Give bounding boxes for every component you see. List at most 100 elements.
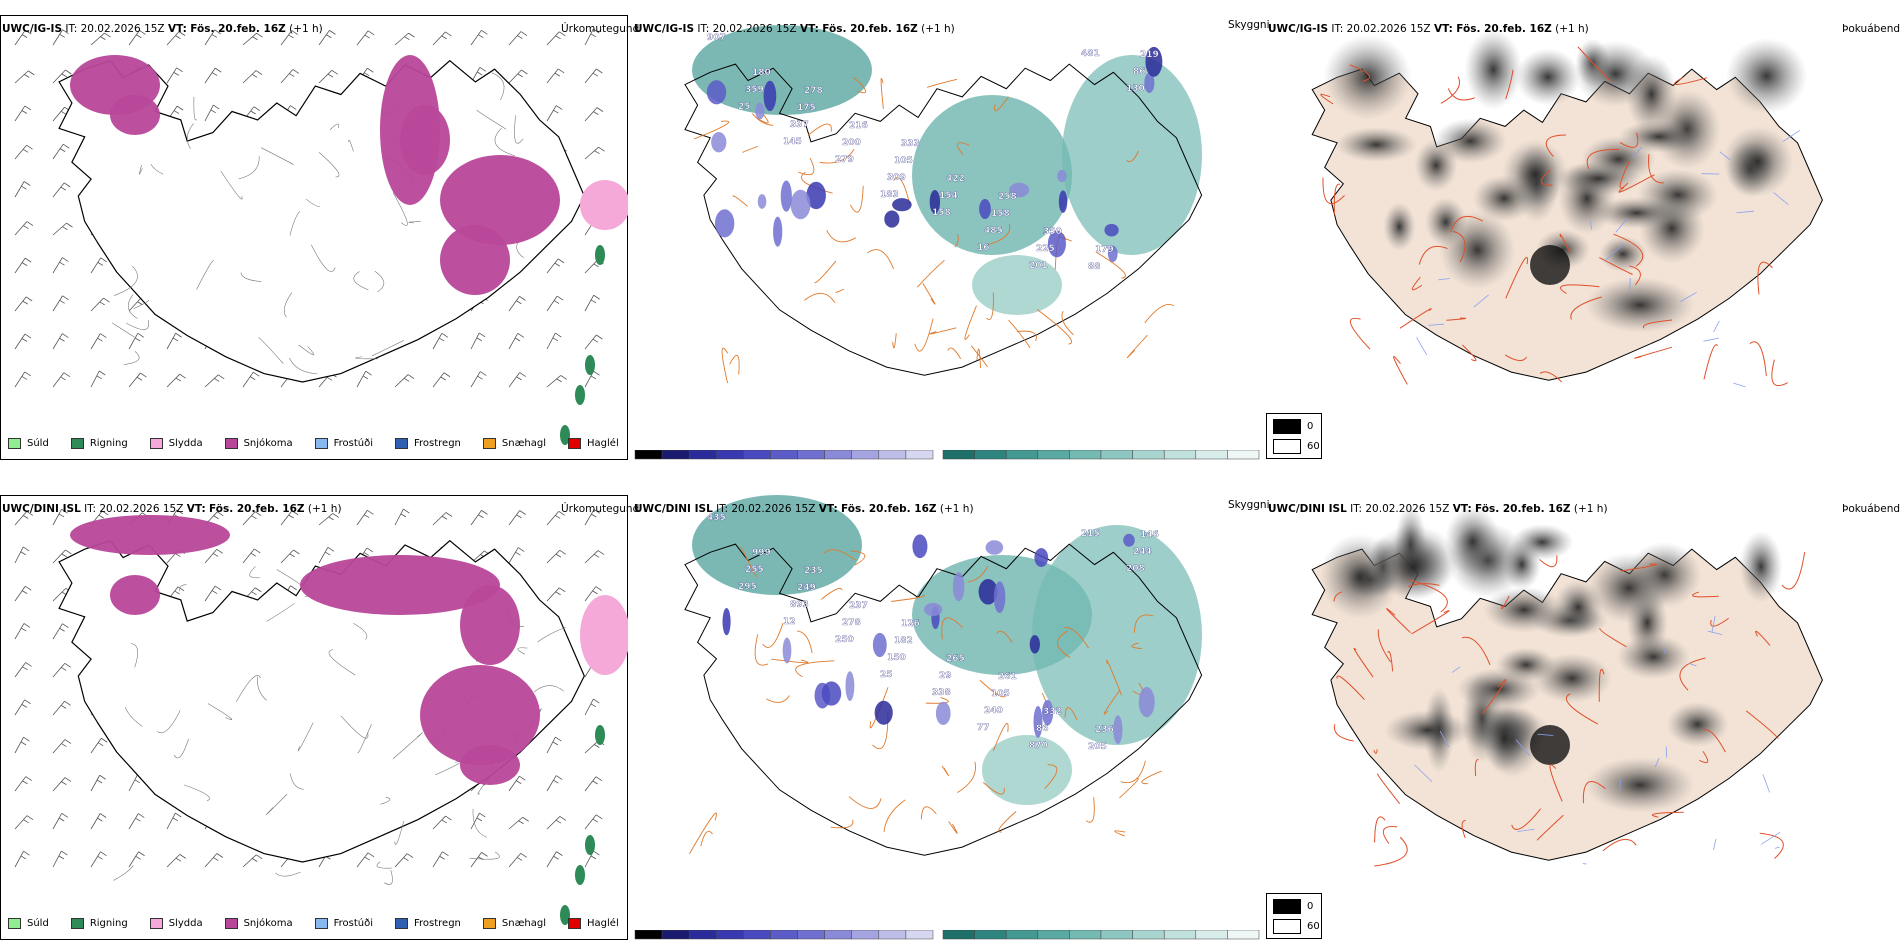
cloud-base-label: 154 [939,191,958,201]
fog-indicator-map [1270,495,1880,940]
vt-value: Fös. 20.feb. 16Z [841,503,937,515]
cloud-base-label: 126 [901,619,920,629]
cloud-base-label: 16 [977,243,990,253]
cloud-base-label: 146 [1140,530,1159,540]
cloud-base-label: 145 [783,137,802,147]
precip-legend-item: Snjókoma [224,918,293,929]
fog-legend-item: 0 [1273,419,1313,434]
lead-time: (+1 h) [289,23,323,35]
legend-swatch [568,438,582,449]
legend-label: 60 [1307,441,1320,452]
it-value: 20.02.2026 15Z [99,503,184,515]
vt-value: Fös. 20.feb. 16Z [1456,23,1552,35]
precip-legend-item: Súld [8,438,49,449]
legend-swatch [8,918,21,929]
cloud-base-label: 350 [1043,227,1062,237]
it-label: IT: [1331,23,1344,35]
legend-label: Snæhagl [501,918,547,929]
cloud-base-label: 105 [991,689,1010,699]
vt-value: Fös. 20.feb. 16Z [209,503,305,515]
legend-swatch [1273,419,1301,434]
precip-legend-item: Slydda [149,438,203,449]
fog-panel-title: Þokuábendi [1842,23,1900,35]
cloud-base-label: 86 [1036,724,1049,734]
precip-legend-item: Snjókoma [224,438,293,449]
cloud-base-label: 29 [939,671,952,681]
cloud-base-label: 870 [1029,741,1048,751]
cloud-base-label: 183 [880,190,899,200]
cloud-base-label: 77 [977,723,990,733]
cloud-base-label: 179 [1095,245,1114,255]
legend-swatch [8,438,21,449]
cloud-base-label: 255 [745,565,764,575]
legend-swatch [70,438,84,449]
cloud-base-label: 219 [1140,50,1159,60]
cloud-base-label: 158 [932,208,951,218]
colorbar-visibility: km12345678910 [942,450,1260,460]
precip-legend-item: Rigning [70,438,128,449]
cloud-base-label: 182 [894,636,913,646]
fog-legend: 0 60 [1266,413,1322,459]
cloud-base-label: 893 [790,600,809,610]
cloud-base-label: 244 [1133,547,1152,557]
colorbar-cloud-base: m02004006008001000 [634,450,934,460]
cloud-map-svg: 907 278 333 258 179 180 216 422 350 219 175 105 158 8… [684,25,1203,384]
cloud-base-label: 907 [707,33,726,43]
cloud-base-label: 337 [790,120,809,130]
precip-panel-title: Úrkomutegund [561,23,640,35]
precip-legend-item: Frostúði [314,438,373,449]
cloud-base-label: 435 [707,513,726,523]
fog-legend: 0 60 [1266,893,1322,939]
cloud-base-label: 88 [1088,262,1101,272]
cloud-base-label: 201 [1029,261,1048,271]
precip-panel-title: Úrkomutegund [561,503,640,515]
legend-swatch [314,918,328,929]
model-name: UWC/DINI ISL [634,503,713,515]
cloud-base-label: 338 [932,688,951,698]
it-value: 20.02.2026 15Z [80,23,165,35]
legend-swatch [70,918,84,929]
lead-time: (+1 h) [921,23,955,35]
cloud-base-label: 999 [752,548,771,558]
precip-legend: Súld Rigning Slydda Snjókoma Frostúði Frostre… [8,438,628,449]
fog-indicator-map [1270,15,1880,460]
legend-label: 0 [1307,421,1314,432]
cloud-base-label: 333 [901,139,920,149]
cloud-visibility-map: 907 278 333 258 179 180 216 422 350 219 175 105 158 8… [632,15,1262,460]
cloud-base-label: 481 [1081,49,1100,59]
cloud-base-label: 158 [991,209,1010,219]
cloud-base-label: 250 [835,635,854,645]
colorbar-cloud-base: m02004006008001000 [634,930,934,940]
cloud-base-label: 235 [804,566,823,576]
vt-label: VT: [186,503,206,515]
cloud-base-label: 175 [797,103,816,113]
model-name: UWC/IG-IS [1268,23,1329,35]
fog-legend-item: 60 [1273,439,1320,454]
precip-type-map: Súld Rigning Slydda Snjókoma Frostúði Frostre… [0,15,628,460]
panel-header: UWC/IG-IS IT: 20.02.2026 15Z VT: Fös. 20… [1268,23,1589,35]
legend-swatch [314,438,328,449]
precip-legend: Súld Rigning Slydda Snjókoma Frostúði Frostre… [8,918,628,929]
precip-type-map: Súld Rigning Slydda Snjókoma Frostúði Frostre… [0,495,628,940]
cloud-visibility-map: 435 235 126 261 236 999 237 265 332 146 249 182 105 2… [632,495,1262,940]
panel-header: UWC/DINI ISL IT: 20.02.2026 15Z VT: Fös.… [1268,503,1608,515]
precip-map-svg [14,28,628,445]
lead-time: (+1 h) [307,503,342,515]
model-name: UWC/DINI ISL [2,503,81,515]
model-name: UWC/IG-IS [2,23,63,35]
legend-label: Snjókoma [243,918,293,929]
cloud-base-label: 215 [1081,529,1100,539]
panel-header: UWC/DINI ISL IT: 20.02.2026 15Z VT: Fös.… [2,503,342,515]
cloud-base-label: 150 [887,653,906,663]
legend-swatch [224,438,238,449]
cloud-panel-title: Skyggni [1228,499,1270,511]
map-frame [0,15,628,460]
legend-swatch [482,918,496,929]
precip-map-svg [14,508,628,925]
cloud-map-svg: 435 235 126 261 236 999 237 265 332 146 249 182 105 2… [684,495,1203,856]
cloud-base-label: 359 [745,85,764,95]
cloud-base-label: 225 [1036,244,1055,254]
cloud-base-label: 25 [880,670,893,680]
it-label: IT: [65,23,78,35]
cloud-base-label: 240 [984,706,1003,716]
